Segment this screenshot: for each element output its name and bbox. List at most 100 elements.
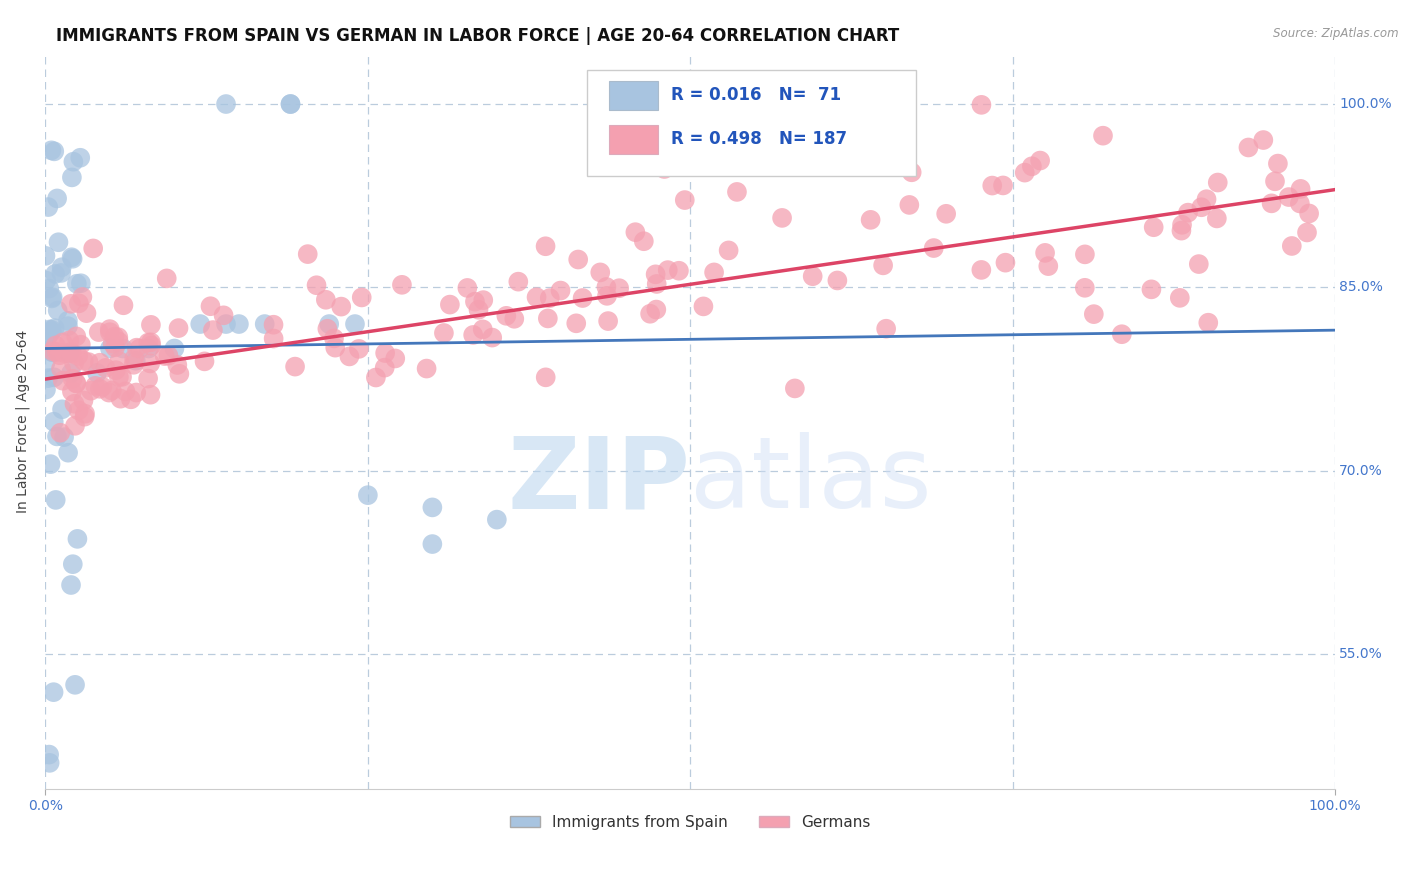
Point [645,302,668,317]
Point [44,267,66,281]
Point [41,290,63,304]
Point [59,297,82,311]
Point [1298,206,1320,220]
Point [63,397,86,411]
Point [56,445,79,459]
Point [104,363,127,377]
Point [107,334,129,349]
Point [60,170,83,185]
Point [215,317,238,331]
Point [472,293,495,307]
Point [323,341,346,355]
Point [215,97,238,112]
Point [51,266,73,280]
Point [1267,156,1289,170]
Point [596,289,619,303]
Bar [609,81,658,110]
Point [1029,153,1052,168]
Text: R = 0.016   N=  71: R = 0.016 N= 71 [671,87,841,104]
Point [595,280,617,294]
Point [166,358,188,372]
Point [139,387,162,401]
Point [316,322,339,336]
Point [60,578,83,592]
Point [169,367,191,381]
Point [62,557,84,571]
Point [97,385,120,400]
Point [58,334,80,348]
Point [86,366,108,380]
Point [49,361,72,376]
Point [1033,245,1056,260]
Point [136,335,159,350]
Point [1188,257,1211,271]
Point [59,344,82,359]
Point [67,296,90,310]
Point [534,239,557,253]
Point [1143,220,1166,235]
Point [37,200,59,214]
Point [624,225,647,239]
Point [970,98,993,112]
Point [703,265,725,279]
Point [193,354,215,368]
Point [589,265,612,279]
Point [644,268,666,282]
Point [38,747,60,762]
Point [53,430,76,444]
Point [39,457,62,471]
Point [422,500,444,515]
Point [1253,133,1275,147]
Point [139,318,162,332]
Point [481,330,503,344]
Point [1038,259,1060,273]
Text: 85.0%: 85.0% [1339,280,1384,294]
Point [503,311,526,326]
Point [98,342,121,356]
Point [212,309,235,323]
Point [1168,291,1191,305]
Point [607,281,630,295]
Point [41,345,63,359]
Bar [609,125,658,154]
Point [364,370,387,384]
Point [65,376,87,390]
Point [38,322,60,336]
Point [357,488,380,502]
Point [141,338,163,352]
Point [657,263,679,277]
Point [58,346,80,360]
Point [44,321,66,335]
Point [263,318,285,332]
Point [60,250,83,264]
Point [72,393,94,408]
Point [167,321,190,335]
Point [638,307,661,321]
Text: R = 0.498   N= 187: R = 0.498 N= 187 [671,130,846,148]
Point [673,193,696,207]
Point [935,207,957,221]
Point [49,425,72,440]
Point [571,291,593,305]
Point [108,354,131,368]
Point [46,303,69,318]
Point [66,532,89,546]
Point [108,370,131,384]
Point [87,325,110,339]
Point [201,323,224,337]
Point [538,291,561,305]
Point [1296,226,1319,240]
Point [37,329,59,343]
Text: IMMIGRANTS FROM SPAIN VS GERMAN IN LABOR FORCE | AGE 20-64 CORRELATION CHART: IMMIGRANTS FROM SPAIN VS GERMAN IN LABOR… [56,27,900,45]
Point [42,345,65,359]
Point [415,361,437,376]
Point [875,322,897,336]
Point [112,298,135,312]
Point [1111,327,1133,342]
Point [200,299,222,313]
Point [565,316,588,330]
Point [456,281,478,295]
Point [125,353,148,368]
Point [34,356,56,370]
Y-axis label: In Labor Force | Age 20-64: In Labor Force | Age 20-64 [15,330,30,514]
